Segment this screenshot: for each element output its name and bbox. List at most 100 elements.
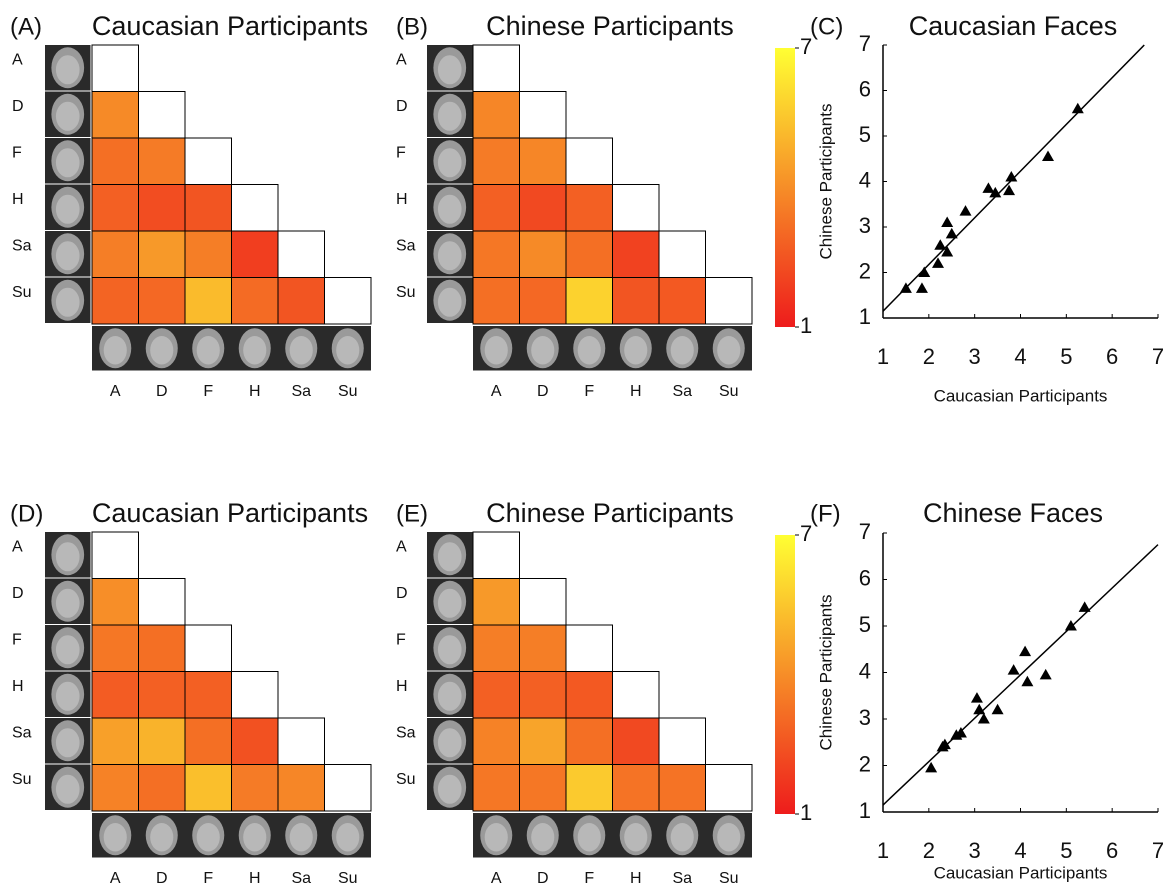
face-image <box>196 823 220 852</box>
heat-cell <box>91 764 139 812</box>
point <box>945 227 958 239</box>
row-label: Sa <box>12 237 32 254</box>
heat-cell <box>472 184 520 232</box>
row-label: Su <box>396 771 416 788</box>
heat-cell <box>519 671 567 719</box>
heat-cell <box>138 277 186 325</box>
panel-label: (B) <box>396 13 428 40</box>
face-image <box>437 588 462 618</box>
x-tick-label: 3 <box>969 344 981 369</box>
x-tick-label: 2 <box>923 838 935 863</box>
point <box>899 282 912 293</box>
colorbar <box>775 535 795 814</box>
x-tick-label: 7 <box>1152 838 1164 863</box>
heat-cell <box>138 137 186 185</box>
face-image <box>336 823 360 852</box>
heat-cell <box>91 230 139 278</box>
face-strip <box>92 326 371 371</box>
heat-cell <box>91 91 139 139</box>
col-label: H <box>249 383 261 400</box>
point <box>982 182 995 193</box>
heat-cell <box>231 277 279 325</box>
face-image <box>55 635 80 665</box>
heat-cell <box>184 717 232 765</box>
face-image <box>437 241 462 271</box>
heat-cell <box>91 184 139 232</box>
row-label: D <box>12 585 24 602</box>
heat-cell <box>277 764 325 812</box>
face-image <box>243 336 267 365</box>
y-tick-label: 7 <box>859 31 871 56</box>
row-label: D <box>396 98 408 115</box>
x-tick-label: 4 <box>1014 344 1026 369</box>
point <box>941 216 954 227</box>
point <box>941 246 954 257</box>
point <box>1071 102 1084 114</box>
face-image <box>55 55 80 85</box>
col-label: F <box>203 383 213 400</box>
heat-cell <box>612 230 660 278</box>
col-label: F <box>203 870 213 885</box>
y-tick-label: 3 <box>859 705 871 730</box>
panel-label: (D) <box>10 500 43 527</box>
heat-cell <box>91 671 139 719</box>
row-label: H <box>12 678 24 695</box>
point <box>915 282 928 293</box>
diagonal-cell <box>277 717 325 765</box>
diagonal-cell <box>277 230 325 278</box>
face-image <box>437 55 462 85</box>
heat-cell <box>184 230 232 278</box>
point <box>938 738 951 750</box>
face-image <box>103 823 127 852</box>
diagonal-cell <box>519 91 567 139</box>
face-image <box>150 823 174 852</box>
heat-cell <box>184 184 232 232</box>
face-strip <box>92 813 371 858</box>
heat-cell <box>231 764 279 812</box>
row-label: F <box>396 144 406 161</box>
face-image <box>577 823 601 852</box>
diagonal-cell <box>138 91 186 139</box>
diagonal-cell <box>705 277 753 325</box>
col-label: F <box>584 383 594 400</box>
face-image <box>717 336 741 365</box>
diagonal-cell <box>91 44 139 92</box>
col-label: Sa <box>672 383 692 400</box>
col-label: Su <box>719 383 739 400</box>
x-tick-label: 1 <box>877 344 889 369</box>
colorbar <box>775 48 795 327</box>
row-label: A <box>12 51 23 68</box>
y-tick-label: 6 <box>859 565 871 590</box>
y-axis-label: Chinese Participants <box>816 104 835 260</box>
x-tick-label: 5 <box>1060 838 1072 863</box>
col-label: H <box>630 383 642 400</box>
row-label: Su <box>396 284 416 301</box>
colorbar-tick-label: 1 <box>800 313 812 338</box>
diagonal-cell <box>184 137 232 185</box>
face-image <box>624 823 648 852</box>
heat-cell <box>565 230 613 278</box>
y-tick-label: 2 <box>859 258 871 283</box>
row-label: F <box>12 144 22 161</box>
face-image <box>55 241 80 271</box>
col-label: Su <box>719 870 739 885</box>
point <box>932 257 944 268</box>
row-label: D <box>12 98 24 115</box>
y-tick-label: 1 <box>859 798 871 823</box>
heat-cell <box>184 764 232 812</box>
col-label: F <box>584 870 594 885</box>
heat-cell <box>184 277 232 325</box>
heat-cell <box>231 230 279 278</box>
chart-title: Caucasian Participants <box>92 11 368 41</box>
heat-cell <box>277 277 325 325</box>
col-label: Sa <box>291 383 311 400</box>
y-tick-label: 2 <box>859 751 871 776</box>
fit-line <box>882 544 1159 806</box>
diagonal-cell <box>658 717 706 765</box>
panel-label: (F) <box>810 500 841 527</box>
x-tick-label: 2 <box>923 344 935 369</box>
chart-title: Chinese Faces <box>923 498 1103 528</box>
row-label: Su <box>12 771 32 788</box>
heat-cell <box>138 624 186 672</box>
point <box>1021 675 1034 687</box>
